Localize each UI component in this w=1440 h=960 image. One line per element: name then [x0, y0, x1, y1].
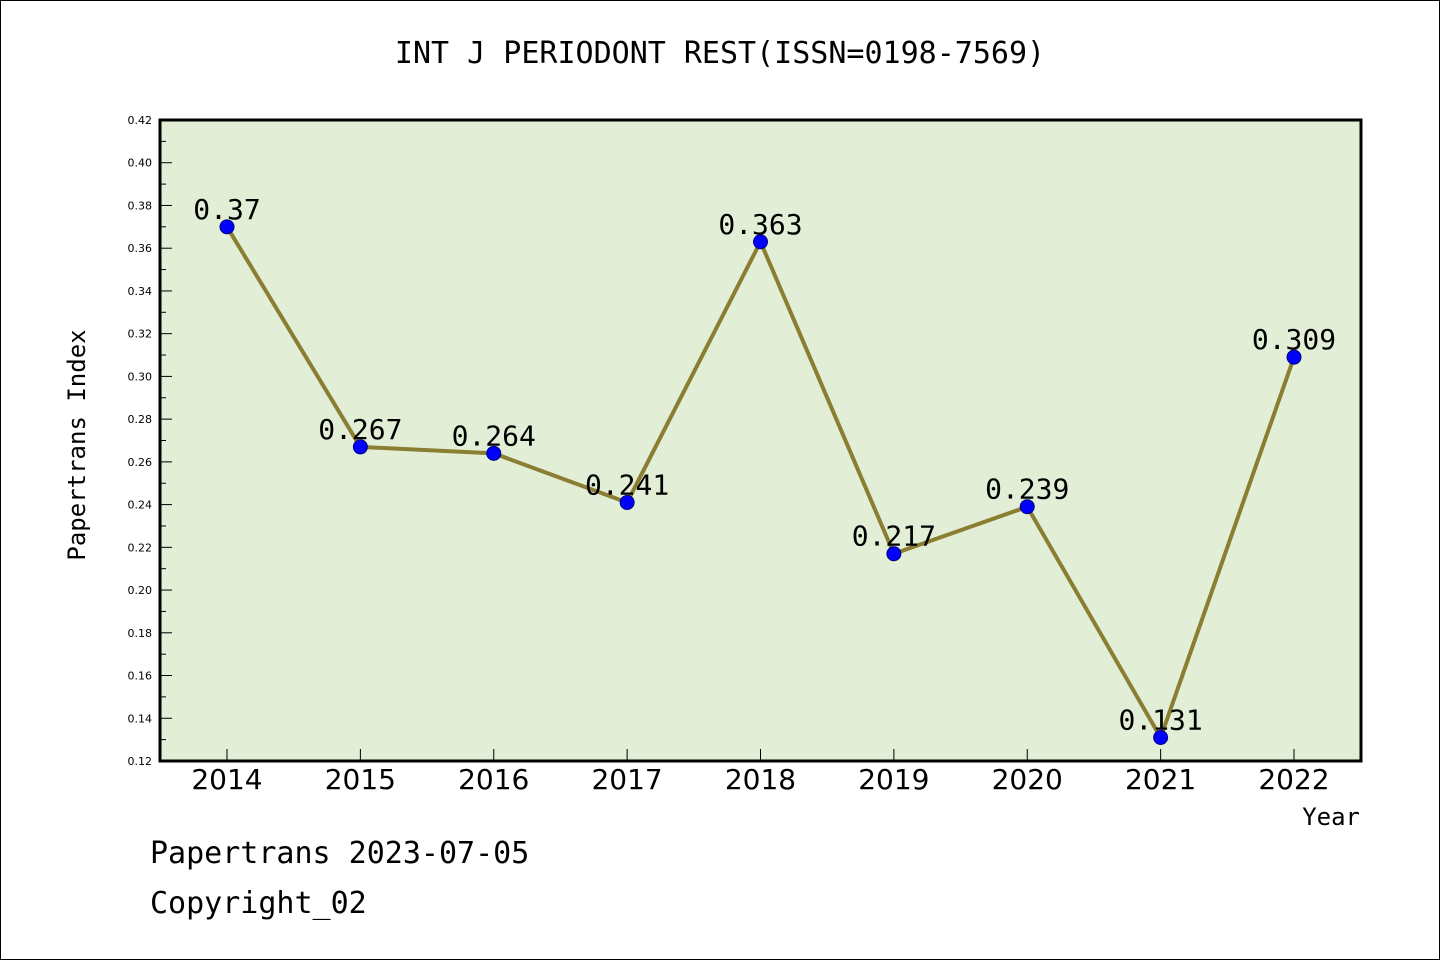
- y-tick-label: 0.20: [128, 584, 153, 597]
- x-tick-label: 2021: [1125, 763, 1196, 796]
- data-point: [886, 546, 902, 562]
- y-tick-label: 0.24: [128, 499, 153, 512]
- data-label: 0.239: [985, 473, 1069, 506]
- y-tick-label: 0.28: [128, 413, 153, 426]
- y-tick-label: 0.42: [128, 114, 153, 127]
- x-tick-label: 2017: [591, 763, 662, 796]
- x-tick-label: 2022: [1258, 763, 1329, 796]
- x-axis-label: Year: [1302, 803, 1360, 831]
- footer-copyright: Copyright_02: [150, 886, 367, 921]
- data-points: [219, 219, 1302, 745]
- y-tick-label: 0.26: [128, 456, 153, 469]
- data-point: [352, 439, 368, 455]
- data-label: 0.217: [852, 520, 936, 553]
- data-label: 0.309: [1252, 323, 1336, 356]
- x-tick-label: 2014: [191, 763, 262, 796]
- y-tick-label: 0.38: [128, 199, 153, 212]
- data-point: [486, 445, 502, 461]
- x-tick-label: 2019: [858, 763, 929, 796]
- x-tick-label: 2020: [992, 763, 1063, 796]
- data-label: 0.131: [1118, 703, 1202, 736]
- x-tick-label: 2016: [458, 763, 529, 796]
- y-tick-label: 0.30: [128, 370, 153, 383]
- data-point: [1153, 729, 1169, 745]
- data-label: 0.267: [318, 413, 402, 446]
- x-tick-label: 2015: [325, 763, 396, 796]
- data-point: [1019, 499, 1035, 515]
- data-label: 0.363: [718, 208, 802, 241]
- footer-source: Papertrans 2023-07-05: [150, 836, 530, 871]
- data-label: 0.264: [452, 419, 536, 452]
- y-tick-label: 0.40: [128, 157, 153, 170]
- y-tick-label: 0.32: [128, 328, 153, 341]
- y-tick-label: 0.16: [128, 670, 153, 683]
- data-label: 0.37: [193, 193, 260, 226]
- y-axis: 0.12 0.14 0.16 0.18 0.20 0.22 0.24 0.26 0.28 0.30…: [128, 114, 172, 768]
- y-tick-label: 0.12: [128, 755, 153, 768]
- data-point: [1286, 349, 1302, 365]
- data-point: [753, 234, 768, 250]
- data-point: [619, 494, 635, 510]
- y-tick-label: 0.36: [128, 242, 153, 255]
- chart-title: INT J PERIODONT REST(ISSN=0198-7569): [394, 36, 1046, 71]
- y-tick-label: 0.22: [128, 541, 153, 554]
- y-tick-label: 0.18: [128, 627, 153, 640]
- y-tick-label: 0.34: [128, 285, 153, 298]
- y-axis-label: Papertrans Index: [63, 329, 91, 560]
- y-tick-label: 0.14: [128, 712, 153, 725]
- data-labels: 0.37 0.267 0.264 0.241 0.363 0.217 0.239 0.131 0…: [193, 193, 1336, 737]
- data-label: 0.241: [585, 468, 669, 501]
- x-axis: 2014 2015 2016 2017 2018 2019 2020 2021 2022: [191, 749, 1330, 796]
- data-point: [219, 219, 235, 235]
- x-tick-label: 2018: [725, 763, 796, 796]
